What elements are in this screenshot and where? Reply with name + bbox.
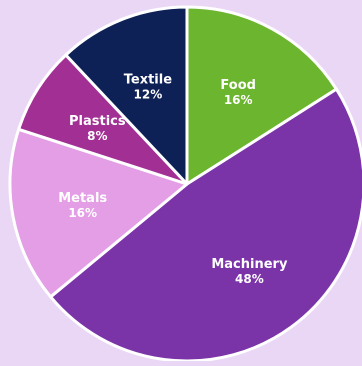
pie-slice-machinery: [49, 87, 362, 363]
slice-label-food: Food: [220, 78, 256, 93]
pie-slice-food: [185, 5, 338, 186]
slice-value-plastics: 8%: [87, 129, 107, 143]
slice-value-food: 16%: [224, 93, 253, 107]
slices-layer: [8, 5, 362, 363]
slice-label-textile: Textile: [124, 72, 172, 87]
slice-value-metals: 16%: [68, 206, 97, 220]
slice-value-textile: 12%: [134, 87, 163, 101]
pie-slice-plastics: [17, 53, 189, 186]
slice-label-metals: Metals: [58, 191, 107, 206]
pie-slice-textile: [64, 5, 189, 186]
slice-label-plastics: Plastics: [69, 114, 126, 129]
labels-layer: Food16%Machinery48%Metals16%Plastics8%Te…: [58, 72, 288, 286]
slice-value-machinery: 48%: [235, 272, 264, 286]
slice-label-machinery: Machinery: [211, 257, 288, 272]
